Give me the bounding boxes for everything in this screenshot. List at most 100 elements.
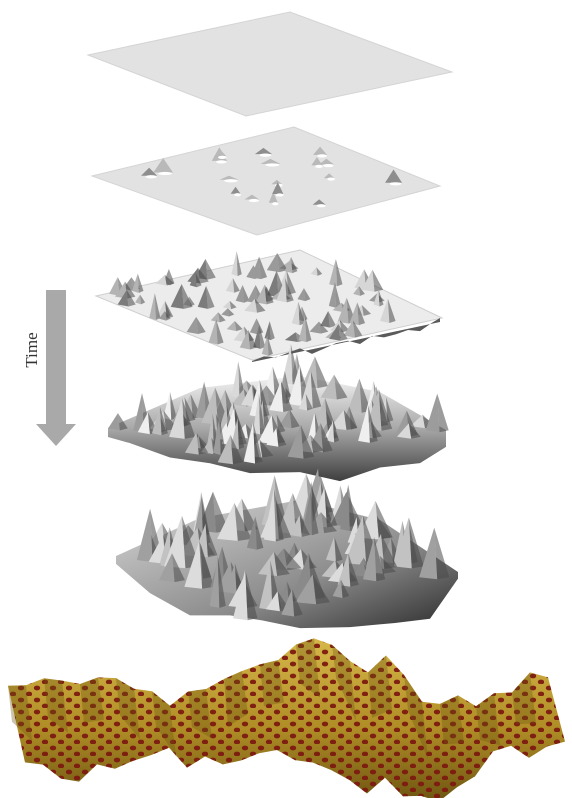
island-bump	[219, 175, 239, 180]
surface-peak	[258, 415, 275, 445]
peak-shadow	[310, 491, 319, 536]
surface-peak	[337, 297, 349, 324]
peak-shadow	[320, 423, 333, 453]
surface-peak	[265, 591, 280, 612]
surface-peak	[108, 413, 120, 431]
surface-peak	[284, 332, 298, 342]
peak-shadow	[259, 439, 274, 458]
peak-shadow	[237, 417, 245, 450]
surface-peak	[197, 285, 208, 309]
surface-peak	[410, 414, 425, 429]
surface-peak	[349, 302, 359, 326]
surface-peak	[159, 553, 175, 583]
peak-shadow	[312, 574, 331, 605]
peak-shadow	[343, 409, 358, 430]
peak-shadow	[264, 284, 274, 305]
island-highlight	[315, 164, 323, 169]
peak-shadow	[212, 491, 229, 533]
island-bump	[271, 179, 283, 185]
island-bump	[313, 146, 328, 155]
time-arrow	[36, 290, 76, 446]
surface-peak	[358, 404, 370, 443]
surface-peak	[332, 579, 343, 599]
peak-shadow	[140, 294, 146, 305]
surface-peak	[225, 278, 235, 293]
peak-shadow	[339, 319, 350, 333]
peak-shadow	[381, 533, 398, 570]
peak-shadow	[434, 527, 450, 580]
peak-shadow	[219, 416, 226, 455]
peak-shadow	[335, 258, 343, 287]
surface-peak	[298, 393, 308, 411]
surface-peak	[246, 516, 257, 550]
surface-peak	[288, 364, 302, 406]
surface-peak	[343, 320, 355, 338]
peak-shadow	[359, 286, 365, 296]
island-highlight	[248, 198, 260, 203]
island-highlight	[145, 175, 157, 179]
surface-peak	[345, 515, 367, 566]
surface-peak	[329, 258, 338, 287]
surface-peak	[263, 488, 276, 542]
peak-shadow	[259, 256, 268, 280]
peak-shadow	[372, 269, 384, 292]
island-highlight	[317, 154, 327, 158]
peak-shadow	[379, 555, 397, 574]
patterned-surface	[8, 638, 565, 798]
surface-peak	[419, 527, 438, 580]
island-bump	[311, 157, 323, 166]
peak-shadow	[314, 356, 328, 389]
peak-shadow	[303, 288, 311, 302]
surface-peak	[221, 308, 230, 317]
island-bump	[230, 186, 241, 194]
surface-peak	[295, 574, 317, 605]
surface-peak	[353, 286, 361, 296]
surface-fold	[260, 660, 284, 707]
island-bump	[260, 158, 281, 164]
peak-shadow	[320, 512, 338, 534]
peak-shadow	[159, 406, 168, 436]
peak-shadow	[437, 393, 449, 433]
surface-peak	[261, 335, 269, 356]
peak-shadow	[242, 285, 250, 303]
peak-shadow	[216, 319, 224, 345]
surface-peak	[332, 302, 344, 313]
peak-shadow	[229, 300, 237, 310]
peak-shadow	[230, 434, 244, 465]
island-bump	[318, 158, 335, 165]
surface-peak	[164, 515, 186, 569]
peak-shadow	[310, 370, 322, 409]
peak-shadow	[361, 304, 371, 316]
surface-peak	[253, 325, 261, 349]
peak-shadow	[280, 380, 293, 413]
surface-peak	[259, 560, 273, 611]
surface-fold	[44, 678, 68, 733]
island-bump	[244, 194, 260, 200]
island-bump	[323, 173, 335, 179]
surface-peak	[184, 540, 203, 589]
peak-shadow	[338, 324, 348, 341]
surface-peak	[309, 321, 321, 334]
peak-shadow	[236, 251, 242, 277]
surface-peak	[210, 312, 220, 323]
rough-peaks	[108, 344, 449, 465]
surface-peak	[233, 326, 247, 343]
island-bump	[214, 149, 227, 157]
surface-peak	[201, 387, 218, 425]
very-rough-peaks	[136, 468, 450, 621]
island-bump	[312, 199, 326, 205]
surface-peak	[209, 556, 220, 608]
peak-shadow	[259, 325, 266, 349]
surface-peak	[284, 257, 293, 274]
surface-peak	[135, 294, 142, 305]
surface-peak	[155, 274, 167, 286]
surface-peak	[169, 398, 185, 439]
surface-peak	[353, 557, 366, 577]
surface-peak	[243, 421, 256, 464]
island-highlight	[224, 179, 238, 183]
surface-peak	[184, 432, 199, 455]
surface-peak	[170, 284, 184, 309]
surface-fold	[368, 655, 392, 719]
very-rough-surface	[116, 468, 458, 629]
